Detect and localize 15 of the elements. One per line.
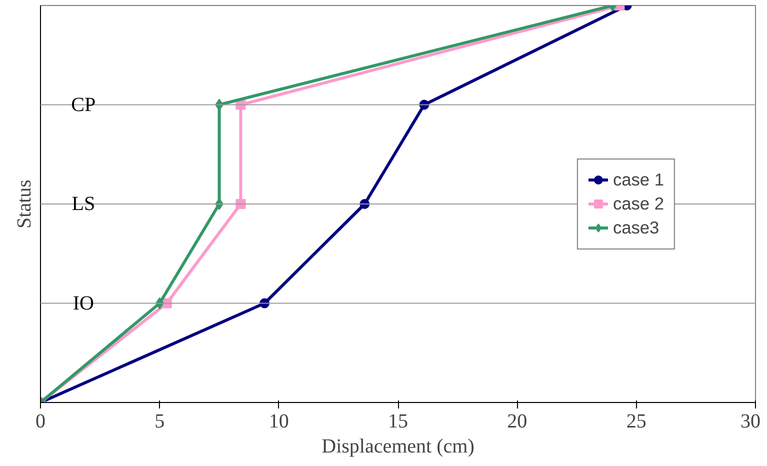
x-axis-title: Displacement (cm) [322,436,474,458]
y-axis-title: Status [14,179,36,228]
legend-label: case 2 [612,193,664,214]
x-tick-label: 10 [268,410,289,432]
x-tick-label: 0 [36,410,46,432]
x-tick-label: 25 [626,410,646,432]
ref-line-label: LS [72,193,96,215]
x-tick-label: 5 [154,410,165,432]
x-tick-label: 20 [507,410,528,432]
legend-label: case3 [612,217,660,238]
x-tick-label: 15 [388,410,408,432]
ref-line-label: CP [71,94,96,116]
x-tick-label: 30 [740,410,760,432]
ref-line-label: IO [72,292,94,314]
legend-label: case 1 [612,169,664,190]
